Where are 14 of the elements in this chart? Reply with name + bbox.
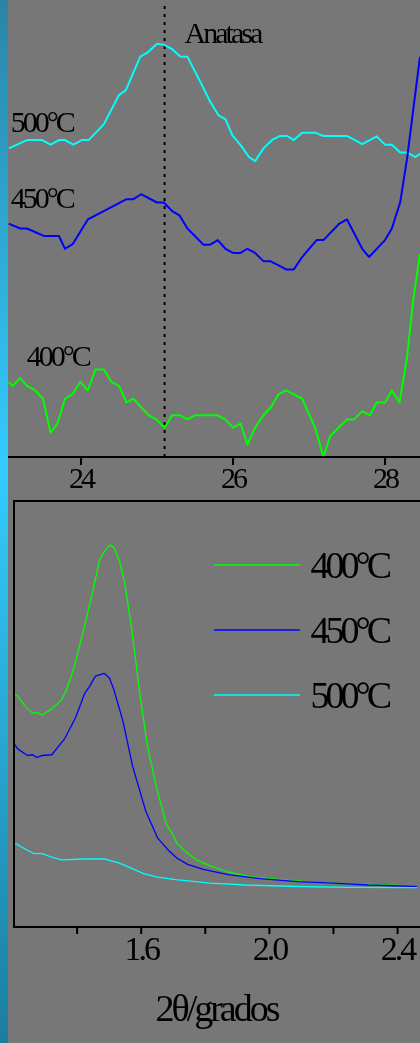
- ref-line-label: Anatasa: [184, 16, 263, 49]
- x-tick-label: 28: [373, 461, 400, 495]
- series-label: 450°C: [10, 180, 75, 214]
- legend-label: 500°C: [310, 672, 388, 717]
- x-tick-label: 1.6: [124, 930, 160, 968]
- x-tick-label: 2.0: [252, 930, 289, 968]
- x-tick-label: 24: [68, 461, 96, 495]
- series-label: 400°C: [26, 338, 91, 372]
- legend-label: 450°C: [310, 607, 388, 652]
- legend-label: 400°C: [310, 542, 388, 587]
- x-tick-label: 2.4: [380, 930, 418, 968]
- series-label: 500°C: [10, 105, 75, 139]
- x-axis-title: 2θ/grados: [155, 987, 280, 1029]
- x-tick-label: 26: [221, 461, 248, 495]
